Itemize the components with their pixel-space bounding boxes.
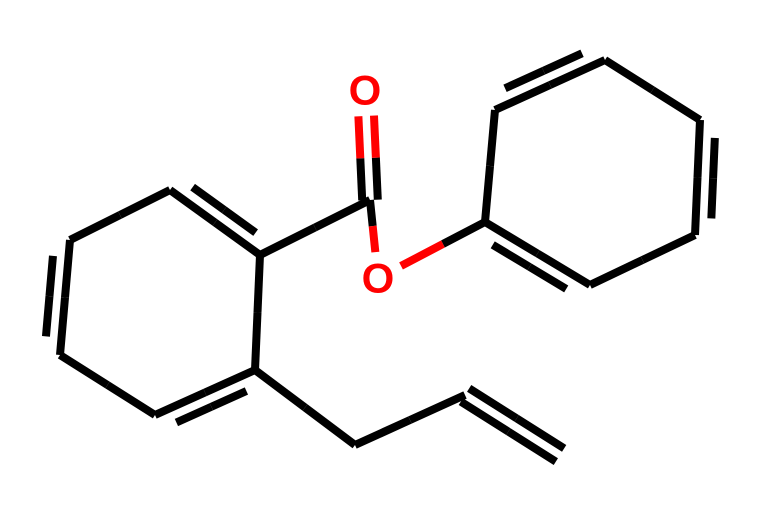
atom-label-oxygen: O	[349, 67, 382, 114]
molecule-diagram: OO	[0, 0, 758, 509]
atom-layer: OO	[349, 67, 395, 302]
atom-label-oxygen: O	[362, 255, 395, 302]
